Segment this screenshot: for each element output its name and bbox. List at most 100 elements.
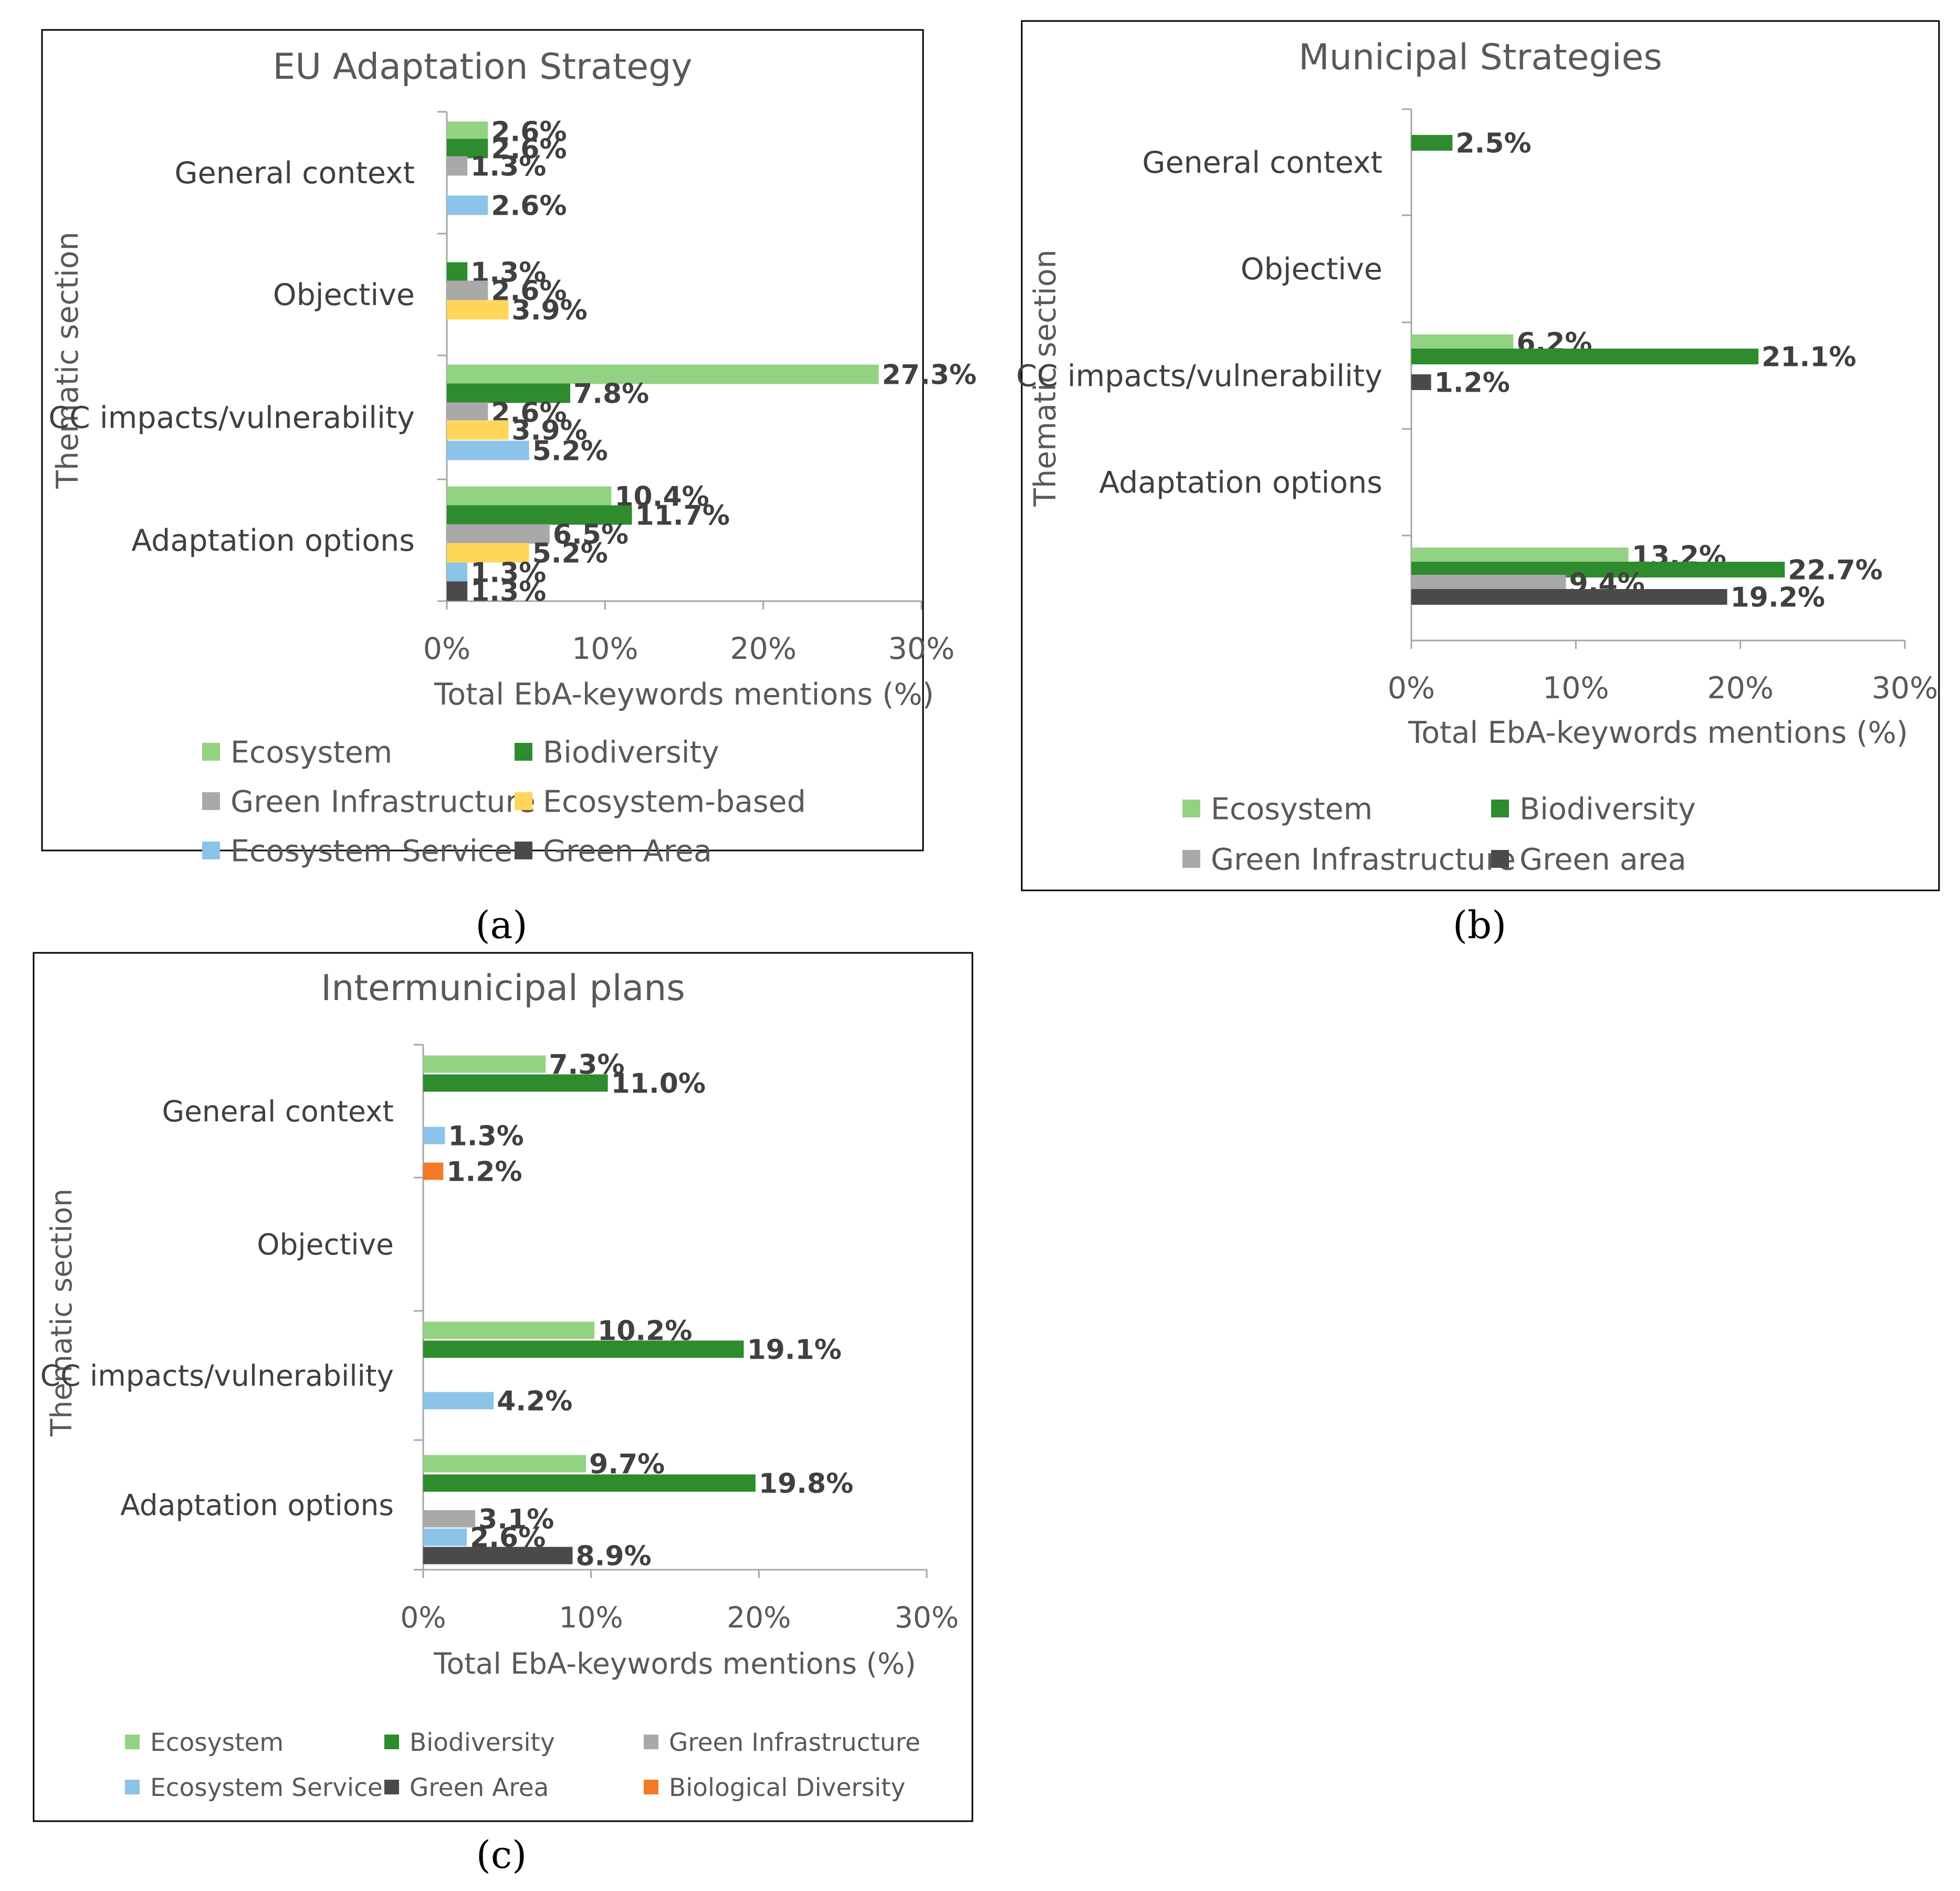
data-label-biodiversity: 22.7%: [1788, 555, 1882, 586]
legend-label-biological-diversity: Biological Diversity: [669, 1773, 906, 1802]
panel-caption: (b): [1453, 903, 1506, 947]
chart-panel-municipal-strategies: Municipal Strategies Thematic section Gene…: [1016, 20, 1940, 891]
data-label-biodiversity: 7.8%: [573, 379, 649, 410]
data-label-green-infrastructure: 6.5%: [553, 519, 628, 551]
legend-label-ecosystem-service: Ecosystem Service: [150, 1773, 383, 1802]
legend-label-green-infrastructure: Green Infrastructure: [1211, 843, 1516, 877]
data-label-ecosystem-based: 5.2%: [532, 538, 608, 570]
legend-label-green-area: Green Area: [543, 834, 712, 869]
data-label-green-area: 1.2%: [1434, 367, 1510, 399]
y-axis-label: Thematic section: [50, 232, 85, 489]
bar-green-area-adaptation-options: [1411, 589, 1727, 605]
bar-green-area-adaptation-options: [447, 581, 468, 601]
x-tick-label: 10%: [1543, 671, 1609, 706]
bar-biodiversity-cc-impacts-vulnerability: [1411, 349, 1759, 364]
data-label-ecosystem-service: 4.2%: [497, 1386, 572, 1417]
legend-label-biodiversity: Biodiversity: [543, 736, 719, 770]
category-label-adaptation-options: Adaptation options: [131, 523, 415, 558]
x-tick-label: 30%: [888, 632, 955, 666]
panel-caption: (a): [475, 903, 527, 947]
category-label-objective: Objective: [273, 278, 415, 312]
legend-label-ecosystem: Ecosystem: [150, 1728, 284, 1757]
bar-ecosystem-adaptation-options: [423, 1455, 586, 1473]
x-tick-label: 0%: [400, 1601, 446, 1634]
category-label-cc-impacts-vulnerability: CC impacts/vulnerability: [48, 401, 415, 435]
x-axis-label: Total EbA-keywords mentions (%): [433, 1647, 916, 1680]
x-tick-label: 20%: [1707, 671, 1774, 706]
bar-green-infrastructure-general-context: [447, 156, 468, 176]
legend-label-biodiversity: Biodiversity: [410, 1728, 555, 1757]
category-label-cc-impacts-vulnerability: CC impacts/vulnerability: [1016, 359, 1382, 393]
bar-green-infrastructure-adaptation-options: [447, 524, 550, 544]
legend-swatch-ecosystem-based: [515, 792, 532, 810]
legend-swatch-ecosystem-service: [125, 1780, 140, 1794]
data-label-green-area: 1.3%: [470, 576, 546, 608]
y-axis-label: Thematic section: [1028, 249, 1063, 507]
legend-label-biodiversity: Biodiversity: [1519, 792, 1696, 827]
bar-ecosystem-general-context: [447, 121, 488, 141]
bar-green-area-adaptation-options: [423, 1547, 573, 1564]
bar-biodiversity-adaptation-options: [423, 1474, 756, 1492]
chart-title: EU Adaptation Strategy: [272, 46, 692, 88]
legend-swatch-biodiversity: [384, 1735, 399, 1749]
category-label-objective: Objective: [257, 1227, 394, 1261]
chart-title: Municipal Strategies: [1298, 37, 1662, 78]
category-label-adaptation-options: Adaptation options: [1099, 465, 1382, 500]
legend-swatch-green-infrastructure: [202, 792, 220, 810]
data-label-ecosystem: 2.6%: [491, 117, 567, 148]
legend-label-ecosystem: Ecosystem: [1211, 792, 1372, 827]
legend-label-ecosystem-based: Ecosystem-based: [543, 785, 806, 820]
chart-panel-eu-adaptation-strategy: EU Adaptation Strategy Thematic section Ge…: [41, 29, 977, 869]
x-tick-label: 10%: [572, 632, 638, 666]
data-label-biodiversity: 19.1%: [747, 1335, 842, 1366]
legend-swatch-green-area: [515, 842, 532, 859]
bar-biodiversity-general-context: [423, 1074, 608, 1092]
data-label-biodiversity: 2.6%: [491, 134, 567, 165]
bar-ecosystem-general-context: [423, 1055, 546, 1073]
legend-swatch-ecosystem: [1182, 800, 1200, 817]
bar-ecosystem-service-cc-impacts-vulnerability: [447, 440, 529, 460]
bar-green-infrastructure-adaptation-options: [423, 1510, 476, 1528]
data-label-ecosystem-based: 3.9%: [512, 295, 588, 327]
bar-ecosystem-based-objective: [447, 300, 509, 320]
bar-green-area-cc-impacts-vulnerability: [1411, 374, 1431, 390]
legend-swatch-green-area: [384, 1780, 399, 1794]
data-label-ecosystem: 27.3%: [882, 360, 977, 391]
legend-swatch-green-area: [1491, 850, 1509, 868]
bar-green-infrastructure-adaptation-options: [1411, 575, 1566, 591]
legend-swatch-ecosystem-service: [202, 842, 220, 859]
bar-ecosystem-based-cc-impacts-vulnerability: [447, 420, 509, 440]
legend-swatch-green-infrastructure: [1182, 850, 1200, 868]
y-axis-label: Thematic section: [45, 1189, 78, 1437]
category-label-general-context: General context: [162, 1095, 394, 1128]
x-tick-label: 30%: [1872, 671, 1938, 706]
legend-swatch-biological-diversity: [644, 1780, 658, 1794]
x-axis-label: Total EbA-keywords mentions (%): [1408, 716, 1908, 750]
bar-ecosystem-adaptation-options: [1411, 548, 1629, 563]
bar-biodiversity-cc-impacts-vulnerability: [423, 1340, 744, 1358]
data-label-ecosystem-service: 2.6%: [491, 191, 567, 222]
data-label-green-infrastructure: 3.1%: [478, 1504, 554, 1536]
legend-label-ecosystem: Ecosystem: [230, 736, 392, 770]
x-tick-label: 10%: [559, 1601, 623, 1634]
bar-ecosystem-cc-impacts-vulnerability: [1411, 334, 1514, 350]
legend-label-green-infrastructure: Green Infrastructure: [230, 785, 536, 820]
bar-biodiversity-adaptation-options: [447, 505, 632, 525]
x-tick-label: 0%: [1388, 671, 1435, 706]
legend-label-green-infrastructure: Green Infrastructure: [669, 1728, 920, 1757]
x-tick-label: 0%: [423, 632, 470, 666]
legend-swatch-biodiversity: [515, 743, 532, 761]
bar-ecosystem-service-adaptation-options: [423, 1528, 467, 1546]
x-tick-label: 20%: [727, 1601, 791, 1634]
data-label-green-infrastructure: 1.3%: [470, 151, 546, 183]
bar-ecosystem-service-general-context: [447, 195, 488, 215]
bar-ecosystem-adaptation-options: [447, 486, 612, 506]
x-axis-label: Total EbA-keywords mentions (%): [434, 677, 934, 712]
bar-biodiversity-cc-impacts-vulnerability: [447, 383, 571, 403]
bar-biodiversity-objective: [447, 262, 468, 282]
data-label-green-area: 19.2%: [1731, 582, 1825, 614]
chart-title: Intermunicipal plans: [321, 968, 685, 1009]
data-label-ecosystem-service: 1.3%: [448, 1121, 524, 1152]
category-label-adaptation-options: Adaptation options: [120, 1488, 394, 1522]
legend-label-ecosystem-service: Ecosystem Service: [230, 834, 512, 869]
